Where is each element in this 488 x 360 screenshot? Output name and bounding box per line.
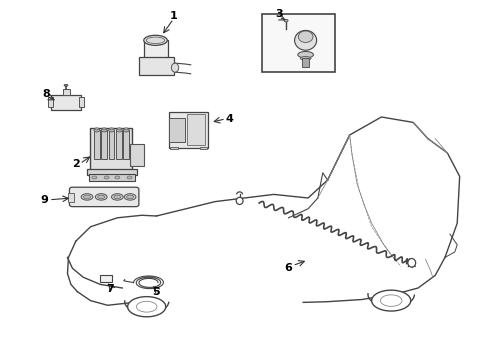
- Ellipse shape: [117, 128, 121, 130]
- Ellipse shape: [297, 51, 313, 58]
- Ellipse shape: [127, 176, 132, 179]
- Bar: [48, 97, 53, 107]
- Bar: [144, 40, 167, 58]
- Text: 6: 6: [284, 263, 292, 273]
- Bar: [170, 147, 177, 149]
- Bar: [90, 128, 132, 170]
- Ellipse shape: [95, 128, 99, 130]
- Ellipse shape: [236, 197, 243, 204]
- Bar: [168, 118, 185, 142]
- Ellipse shape: [124, 128, 128, 130]
- Bar: [129, 144, 144, 166]
- Ellipse shape: [98, 195, 104, 199]
- Ellipse shape: [124, 194, 136, 200]
- Ellipse shape: [126, 195, 133, 199]
- Ellipse shape: [407, 258, 415, 267]
- Text: 1: 1: [169, 11, 177, 21]
- Ellipse shape: [92, 176, 97, 179]
- Ellipse shape: [171, 63, 179, 72]
- Ellipse shape: [123, 129, 129, 132]
- Bar: [94, 130, 100, 159]
- Ellipse shape: [104, 176, 109, 179]
- FancyBboxPatch shape: [69, 187, 139, 207]
- Text: 9: 9: [40, 195, 48, 205]
- Ellipse shape: [83, 195, 90, 199]
- Ellipse shape: [81, 194, 93, 200]
- Bar: [139, 57, 173, 75]
- Ellipse shape: [95, 194, 107, 200]
- Bar: [89, 174, 135, 181]
- Bar: [87, 169, 137, 175]
- Ellipse shape: [109, 128, 113, 130]
- Bar: [261, 14, 334, 72]
- Ellipse shape: [108, 129, 114, 132]
- Ellipse shape: [94, 129, 100, 132]
- Bar: [168, 112, 207, 148]
- Bar: [199, 147, 206, 149]
- Ellipse shape: [371, 290, 410, 311]
- Ellipse shape: [143, 35, 167, 45]
- Ellipse shape: [64, 85, 68, 86]
- Ellipse shape: [380, 295, 401, 306]
- Bar: [116, 130, 122, 159]
- Text: 8: 8: [42, 89, 50, 99]
- Ellipse shape: [298, 31, 312, 42]
- Text: 5: 5: [152, 287, 160, 297]
- Text: 3: 3: [274, 9, 282, 19]
- Bar: [79, 97, 84, 107]
- Ellipse shape: [300, 57, 310, 60]
- Ellipse shape: [136, 301, 157, 312]
- Ellipse shape: [115, 176, 120, 179]
- Ellipse shape: [127, 297, 165, 317]
- Bar: [186, 114, 205, 145]
- Ellipse shape: [114, 195, 121, 199]
- Ellipse shape: [284, 19, 287, 22]
- Bar: [51, 95, 81, 110]
- Ellipse shape: [294, 31, 316, 50]
- Bar: [100, 275, 112, 282]
- Bar: [101, 130, 107, 159]
- Bar: [302, 58, 308, 67]
- Bar: [62, 89, 70, 95]
- Ellipse shape: [146, 37, 164, 44]
- Ellipse shape: [111, 194, 123, 200]
- Ellipse shape: [116, 129, 122, 132]
- Text: 4: 4: [225, 114, 233, 124]
- Bar: [68, 193, 74, 202]
- Bar: [108, 130, 114, 159]
- Ellipse shape: [101, 129, 107, 132]
- Text: 7: 7: [106, 284, 114, 294]
- Text: 2: 2: [72, 159, 80, 169]
- Bar: [123, 130, 129, 159]
- Ellipse shape: [102, 128, 106, 130]
